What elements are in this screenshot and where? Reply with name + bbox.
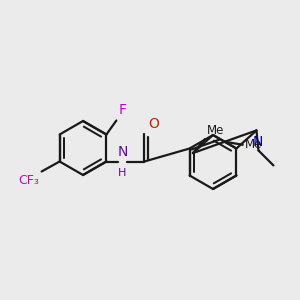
Text: H: H bbox=[118, 167, 127, 178]
Text: N: N bbox=[117, 145, 128, 158]
Text: Me: Me bbox=[207, 124, 224, 137]
Text: Me: Me bbox=[245, 138, 262, 151]
Text: O: O bbox=[148, 116, 159, 130]
Text: CF₃: CF₃ bbox=[19, 175, 40, 188]
Text: N: N bbox=[252, 135, 262, 149]
Text: F: F bbox=[118, 103, 126, 118]
